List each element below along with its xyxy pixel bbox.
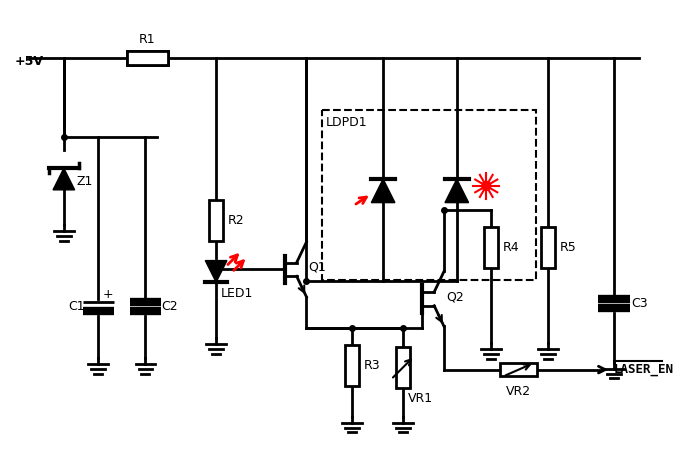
Text: Q2: Q2 [446,291,464,303]
Text: LASER_EN: LASER_EN [614,363,674,376]
Text: VR2: VR2 [506,385,532,398]
Polygon shape [206,261,227,282]
Text: +5V: +5V [15,55,44,68]
Text: R5: R5 [560,241,577,255]
Bar [127,51,168,65]
Bar [500,363,537,376]
Polygon shape [445,179,469,202]
Bar [127,51,168,65]
Bar [127,51,168,65]
Circle shape [482,182,490,191]
Text: +: + [102,289,113,301]
Bar [345,345,358,386]
Text: VR1: VR1 [408,392,433,405]
Text: Q1: Q1 [308,261,326,274]
Bar [322,110,536,280]
Bar [484,227,498,268]
Text: C1: C1 [68,300,84,313]
Text: R4: R4 [503,241,520,255]
Text: C2: C2 [161,300,177,313]
Text: Z1: Z1 [77,174,93,188]
Text: R2: R2 [228,214,245,227]
Polygon shape [371,179,395,202]
Text: LED1: LED1 [221,287,253,300]
Text: LDPD1: LDPD1 [326,116,368,128]
Text: R1: R1 [139,34,155,46]
Bar [209,200,223,241]
Text: R3: R3 [364,359,380,372]
Bar [541,227,555,268]
Text: C3: C3 [632,297,648,310]
Bar [396,347,410,388]
Polygon shape [53,168,75,190]
